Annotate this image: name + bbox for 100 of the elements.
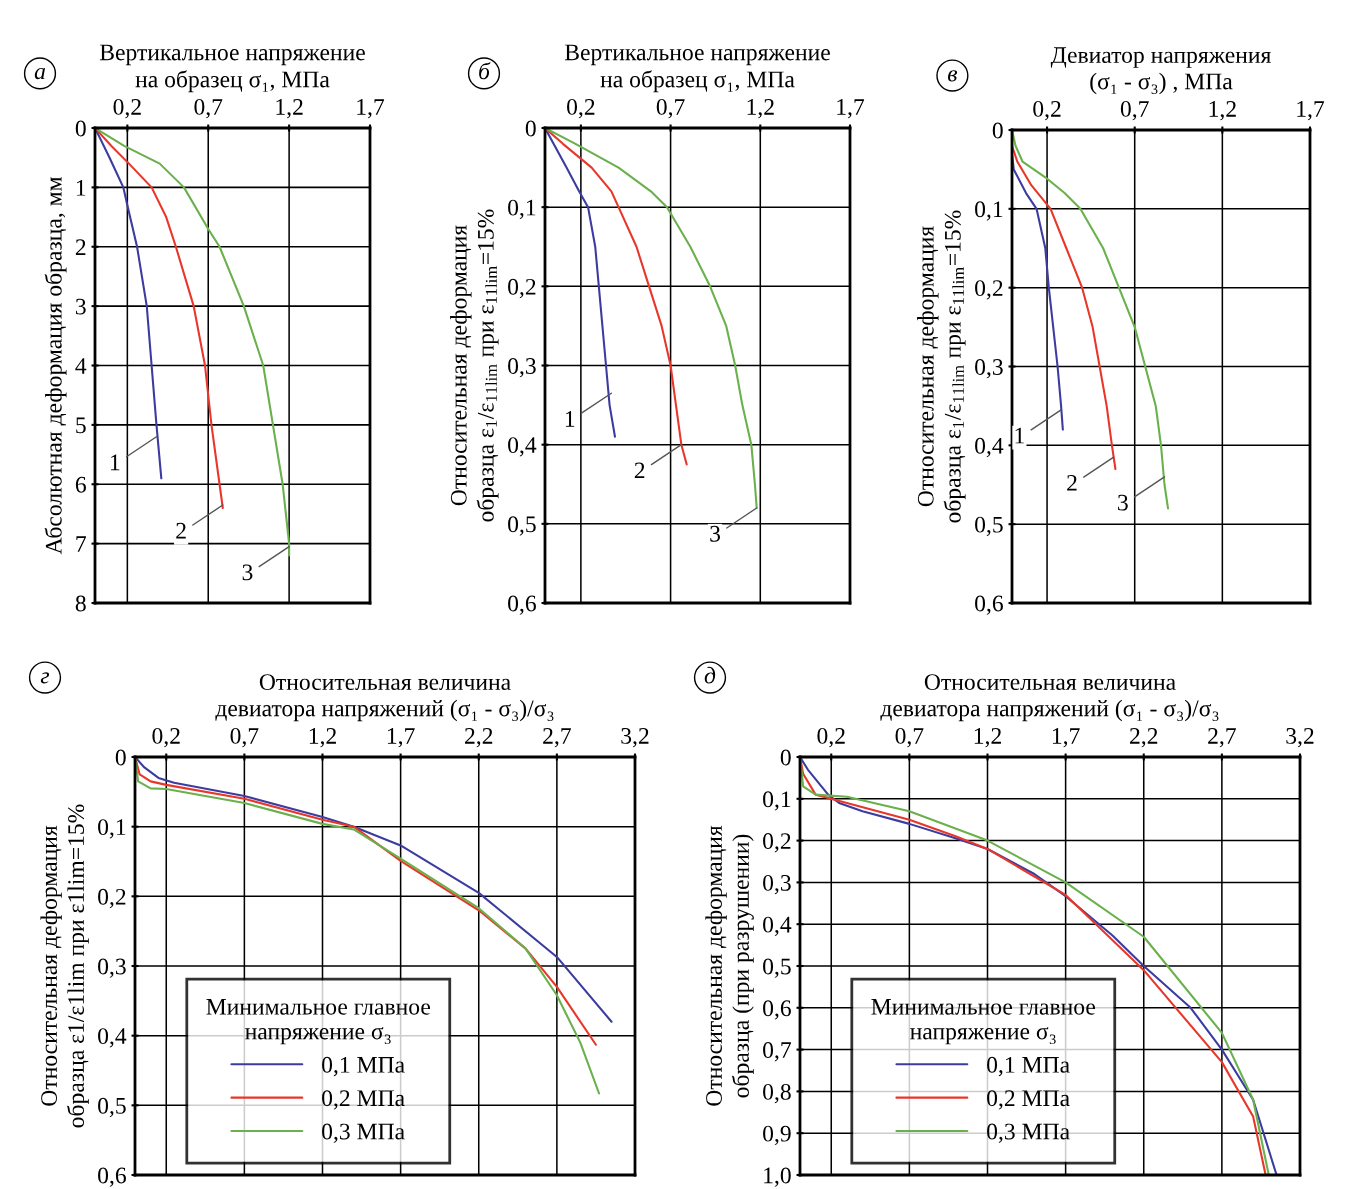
x-tick-label: 0,7 <box>895 727 924 748</box>
y-tick-label: 0,2 <box>975 280 1003 300</box>
line-series <box>545 128 758 510</box>
line-series <box>95 128 163 480</box>
y-tick-label: 0,2 <box>98 888 126 909</box>
y-axis-title: Относительная деформация образца ε$_{1}$/ε$_{11lim}$ при ε$_{11lim}$=15% <box>450 209 499 522</box>
y-tick-label: 0 <box>780 749 791 766</box>
x-axis-title: Относительная величина девиатора напряжений (σ₁ - σ₃)/σ₃ <box>880 674 1219 722</box>
y-tick-label: 0,6 <box>508 595 536 615</box>
x-tick-label: 1,2 <box>309 728 336 748</box>
legend-title: Минимальное главное напряжение σ₃ <box>206 999 431 1045</box>
text: г <box>40 672 50 684</box>
legend-label: 0,1 МПа <box>987 1056 1070 1077</box>
x-axis-title: Вертикальное напряжение на образец σ₁, МПа <box>564 44 830 93</box>
annotation: 3 <box>1118 494 1128 511</box>
legend-label: 0,1 МПа <box>322 1056 405 1077</box>
y-tick-label: 0,2 <box>508 278 536 299</box>
legend-title: Минимальное главное напряжение σ₃ <box>871 999 1096 1045</box>
legend-label: 0,2 МПа <box>322 1090 405 1110</box>
x-tick-label: 0,7 <box>230 727 259 748</box>
y-tick-label: 6 <box>75 476 86 493</box>
y-tick-label: 8 <box>75 595 86 612</box>
x-tick-label: 1,2 <box>1209 101 1236 121</box>
x-tick-label: 0,7 <box>1120 100 1149 121</box>
y-tick-label: 0,6 <box>975 595 1003 615</box>
x-axis-title: Девиатор напряжения (σ₁ - σ₃) , МПа <box>1050 47 1271 95</box>
legend-label: 0,3 МПа <box>322 1123 405 1143</box>
x-tick-label: 1,2 <box>974 728 1001 748</box>
y-tick-label: 0,3 <box>98 958 126 978</box>
x-tick-label: 0,7 <box>656 98 685 119</box>
y-tick-label: 2 <box>75 239 86 255</box>
x-tick-label: 1,2 <box>276 99 303 119</box>
legend-label: 0,2 МПа <box>987 1090 1070 1110</box>
line-series <box>95 128 291 557</box>
annotation: 3 <box>242 564 253 581</box>
y-tick-label: 0,1 <box>98 819 126 839</box>
x-tick-label: 0,2 <box>1033 100 1061 121</box>
annotation: 1 <box>1015 427 1024 444</box>
y-tick-label: 0,7 <box>763 1042 791 1062</box>
y-tick-label: 0,4 <box>508 437 537 457</box>
annotation: 2 <box>1067 474 1077 491</box>
x-axis-title: Относительная величина девиатора напряжений (σ₁ - σ₃)/σ₃ <box>215 674 554 722</box>
x-tick-label: 3,2 <box>1286 728 1314 748</box>
x-tick-label: 1,7 <box>837 99 865 119</box>
line-series <box>95 128 224 510</box>
x-tick-label: 2,7 <box>1208 728 1236 748</box>
y-tick-label: 7 <box>76 536 86 552</box>
x-tick-label: 1,7 <box>357 99 385 119</box>
annotation: 2 <box>176 522 186 539</box>
x-tick-label: 0,2 <box>817 727 845 748</box>
y-tick-label: 1 <box>76 179 86 196</box>
y-tick-label: 0,3 <box>975 358 1003 379</box>
y-axis-title: Абсолютная деформация образца, мм <box>44 177 67 555</box>
annotation: 3 <box>710 525 721 542</box>
legend-label: 0,3 МПа <box>987 1123 1070 1143</box>
y-tick-label: 0 <box>992 122 1003 139</box>
x-tick-label: 1,2 <box>747 99 774 119</box>
x-tick-label: 2,2 <box>465 728 493 748</box>
annotation: 2 <box>634 462 645 479</box>
y-tick-label: 0 <box>115 749 126 766</box>
y-tick-label: 0 <box>75 120 86 137</box>
x-tick-label: 1,7 <box>387 728 415 748</box>
y-tick-label: 0,6 <box>763 1000 791 1020</box>
x-tick-label: 0,2 <box>567 98 595 119</box>
y-tick-label: 0,5 <box>98 1097 126 1118</box>
y-tick-label: 0,4 <box>975 437 1004 458</box>
y-tick-label: 1,0 <box>764 1167 791 1187</box>
y-tick-label: 0,3 <box>763 874 791 895</box>
x-tick-label: 0,2 <box>113 98 141 119</box>
y-tick-label: 5 <box>76 417 86 434</box>
annotation: 1 <box>565 411 575 427</box>
y-tick-label: 0,4 <box>763 916 792 937</box>
line-series <box>1012 130 1170 510</box>
y-tick-label: 0,5 <box>508 516 536 536</box>
y-tick-label: 0,5 <box>763 958 791 978</box>
x-tick-label: 1,7 <box>1297 101 1325 121</box>
text: в <box>948 70 958 82</box>
text: а <box>34 67 46 80</box>
y-tick-label: 0,1 <box>975 201 1003 221</box>
x-tick-label: 0,2 <box>152 727 180 748</box>
text: д <box>704 666 716 684</box>
y-tick-label: 0,6 <box>98 1167 126 1187</box>
y-axis-title: Относительная деформация образца ε1/ε1lim при ε1lim=15% <box>40 804 89 1128</box>
x-tick-label: 1,7 <box>1052 728 1080 748</box>
y-tick-label: 0,5 <box>975 516 1003 536</box>
y-tick-label: 0,3 <box>508 357 536 378</box>
y-tick-label: 0,1 <box>763 791 791 811</box>
y-tick-label: 0,2 <box>763 833 791 853</box>
y-tick-label: 0 <box>525 120 536 137</box>
y-tick-label: 0,9 <box>763 1125 791 1146</box>
y-axis-title: Относительная деформация образца (при разрушении) <box>705 825 754 1106</box>
y-tick-label: 4 <box>75 358 87 374</box>
x-tick-label: 3,2 <box>621 728 649 748</box>
line-series <box>545 128 617 438</box>
x-axis-title: Вертикальное напряжение на образец σ₁, МПа <box>99 44 365 93</box>
y-tick-label: 0,8 <box>763 1083 791 1104</box>
y-tick-label: 0,4 <box>98 1028 127 1048</box>
x-tick-label: 0,7 <box>194 98 223 119</box>
y-tick-label: 3 <box>75 298 86 315</box>
x-tick-label: 2,7 <box>543 728 571 748</box>
